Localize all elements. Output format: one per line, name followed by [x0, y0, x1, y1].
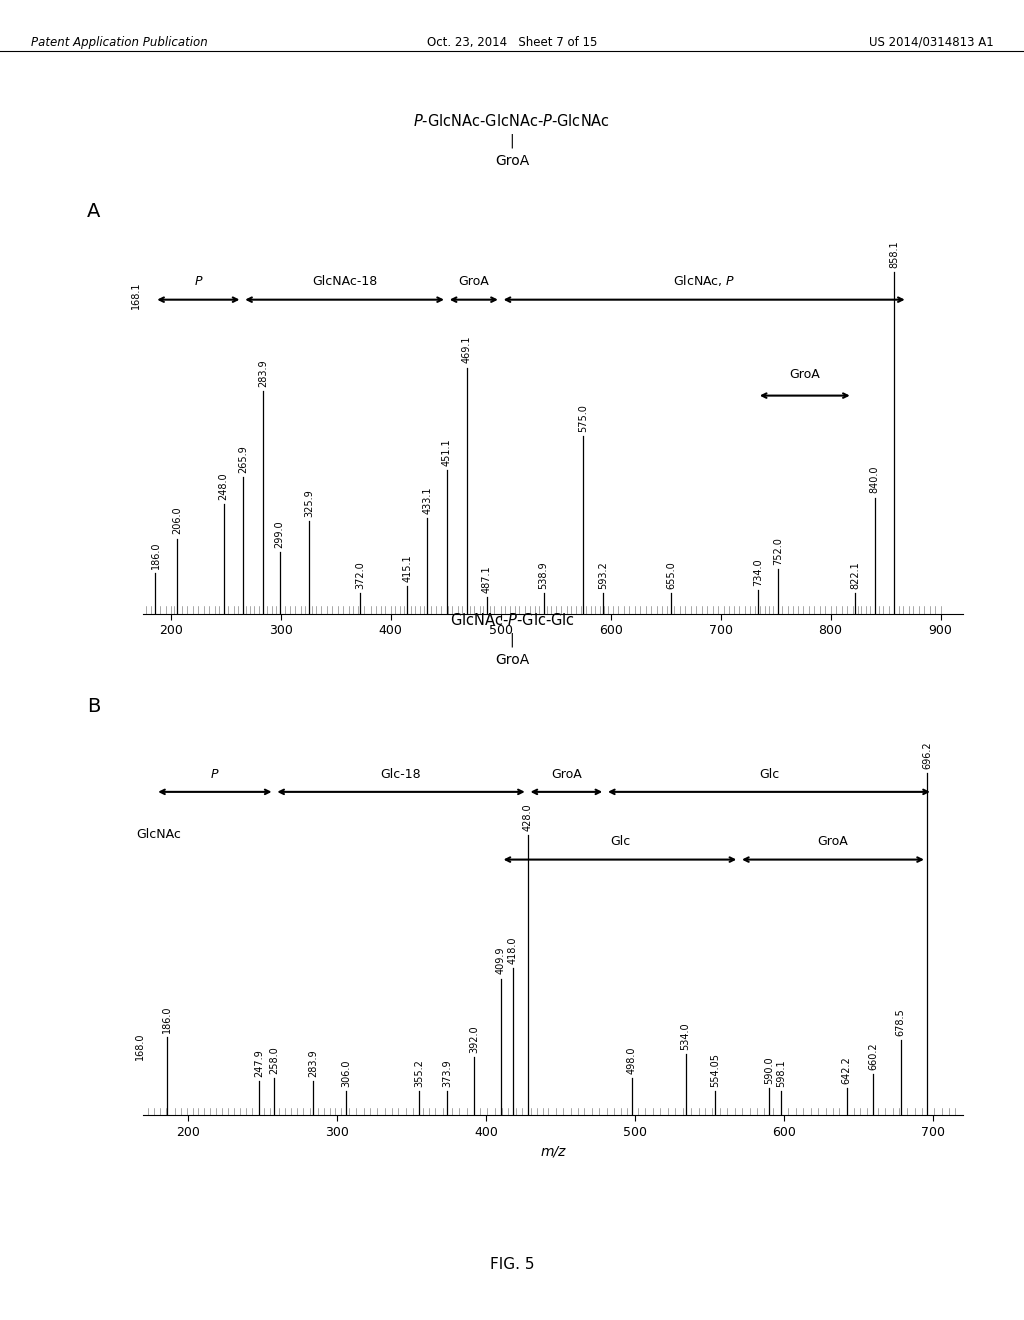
Text: 451.1: 451.1	[442, 438, 452, 466]
Text: Patent Application Publication: Patent Application Publication	[31, 36, 208, 49]
Text: $\it{P}$: $\it{P}$	[194, 276, 203, 288]
Text: |: |	[510, 135, 514, 148]
Text: 418.0: 418.0	[508, 937, 518, 964]
Text: 696.2: 696.2	[922, 742, 932, 770]
Text: GlcNAc-18: GlcNAc-18	[312, 276, 377, 288]
Text: US 2014/0314813 A1: US 2014/0314813 A1	[868, 36, 993, 49]
Text: GlcNAc-$\it{P}$-Glc-Glc: GlcNAc-$\it{P}$-Glc-Glc	[450, 612, 574, 628]
Text: A: A	[87, 202, 100, 220]
Text: 575.0: 575.0	[579, 404, 588, 432]
Text: Glc-18: Glc-18	[381, 768, 421, 780]
Text: 168.1: 168.1	[131, 281, 140, 309]
Text: 247.9: 247.9	[254, 1049, 264, 1077]
Text: 534.0: 534.0	[681, 1022, 690, 1049]
Text: Oct. 23, 2014   Sheet 7 of 15: Oct. 23, 2014 Sheet 7 of 15	[427, 36, 597, 49]
Text: GroA: GroA	[551, 768, 582, 780]
Text: 858.1: 858.1	[890, 240, 899, 268]
Text: 299.0: 299.0	[274, 520, 285, 548]
Text: |: |	[510, 634, 514, 647]
Text: 734.0: 734.0	[753, 558, 763, 586]
Text: GroA: GroA	[495, 154, 529, 168]
Text: 248.0: 248.0	[219, 473, 228, 500]
Text: 428.0: 428.0	[522, 804, 532, 830]
Text: 283.9: 283.9	[308, 1049, 318, 1077]
Text: 469.1: 469.1	[462, 337, 472, 363]
Text: $\it{P}$: $\it{P}$	[210, 768, 219, 780]
Text: 415.1: 415.1	[402, 554, 413, 582]
Text: 409.9: 409.9	[496, 946, 506, 974]
Text: 840.0: 840.0	[869, 466, 880, 494]
Text: 265.9: 265.9	[239, 445, 248, 473]
Text: 306.0: 306.0	[341, 1060, 351, 1088]
Text: B: B	[87, 697, 100, 715]
Text: 206.0: 206.0	[172, 507, 182, 535]
Text: 355.2: 355.2	[414, 1060, 424, 1088]
Text: 325.9: 325.9	[304, 490, 314, 517]
Text: 593.2: 593.2	[598, 561, 608, 589]
Text: GlcNAc, $\it{P}$: GlcNAc, $\it{P}$	[673, 273, 735, 288]
Text: 168.0: 168.0	[135, 1032, 145, 1060]
Text: $\it{P}$-GlcNAc-GlcNAc-$\it{P}$-GlcNAc: $\it{P}$-GlcNAc-GlcNAc-$\it{P}$-GlcNAc	[414, 114, 610, 129]
Text: GroA: GroA	[459, 276, 489, 288]
Text: 660.2: 660.2	[868, 1043, 879, 1071]
Text: 598.1: 598.1	[776, 1060, 786, 1088]
Text: 498.0: 498.0	[627, 1047, 637, 1073]
Text: 372.0: 372.0	[355, 561, 365, 589]
Text: 392.0: 392.0	[469, 1026, 479, 1053]
Text: GroA: GroA	[495, 653, 529, 667]
Text: 283.9: 283.9	[258, 360, 268, 387]
Text: GlcNAc: GlcNAc	[136, 828, 181, 841]
Text: 487.1: 487.1	[481, 565, 492, 593]
Text: Glc: Glc	[759, 768, 779, 780]
Text: 655.0: 655.0	[667, 561, 676, 589]
Text: 822.1: 822.1	[850, 561, 860, 589]
Text: 678.5: 678.5	[896, 1008, 906, 1036]
Text: Glc: Glc	[609, 836, 630, 849]
Text: 186.0: 186.0	[151, 541, 161, 569]
X-axis label: m/z: m/z	[541, 1144, 565, 1159]
Text: FIG. 5: FIG. 5	[489, 1257, 535, 1272]
Text: 186.0: 186.0	[162, 1005, 172, 1032]
Text: 258.0: 258.0	[269, 1045, 280, 1073]
Text: 433.1: 433.1	[422, 487, 432, 513]
Text: 538.9: 538.9	[539, 561, 549, 589]
Text: 752.0: 752.0	[773, 537, 782, 565]
Text: GroA: GroA	[790, 367, 820, 380]
Text: 642.2: 642.2	[842, 1056, 852, 1084]
Text: GroA: GroA	[817, 836, 848, 849]
Text: 590.0: 590.0	[764, 1056, 774, 1084]
Text: 554.05: 554.05	[711, 1053, 721, 1088]
Text: 373.9: 373.9	[442, 1060, 452, 1088]
